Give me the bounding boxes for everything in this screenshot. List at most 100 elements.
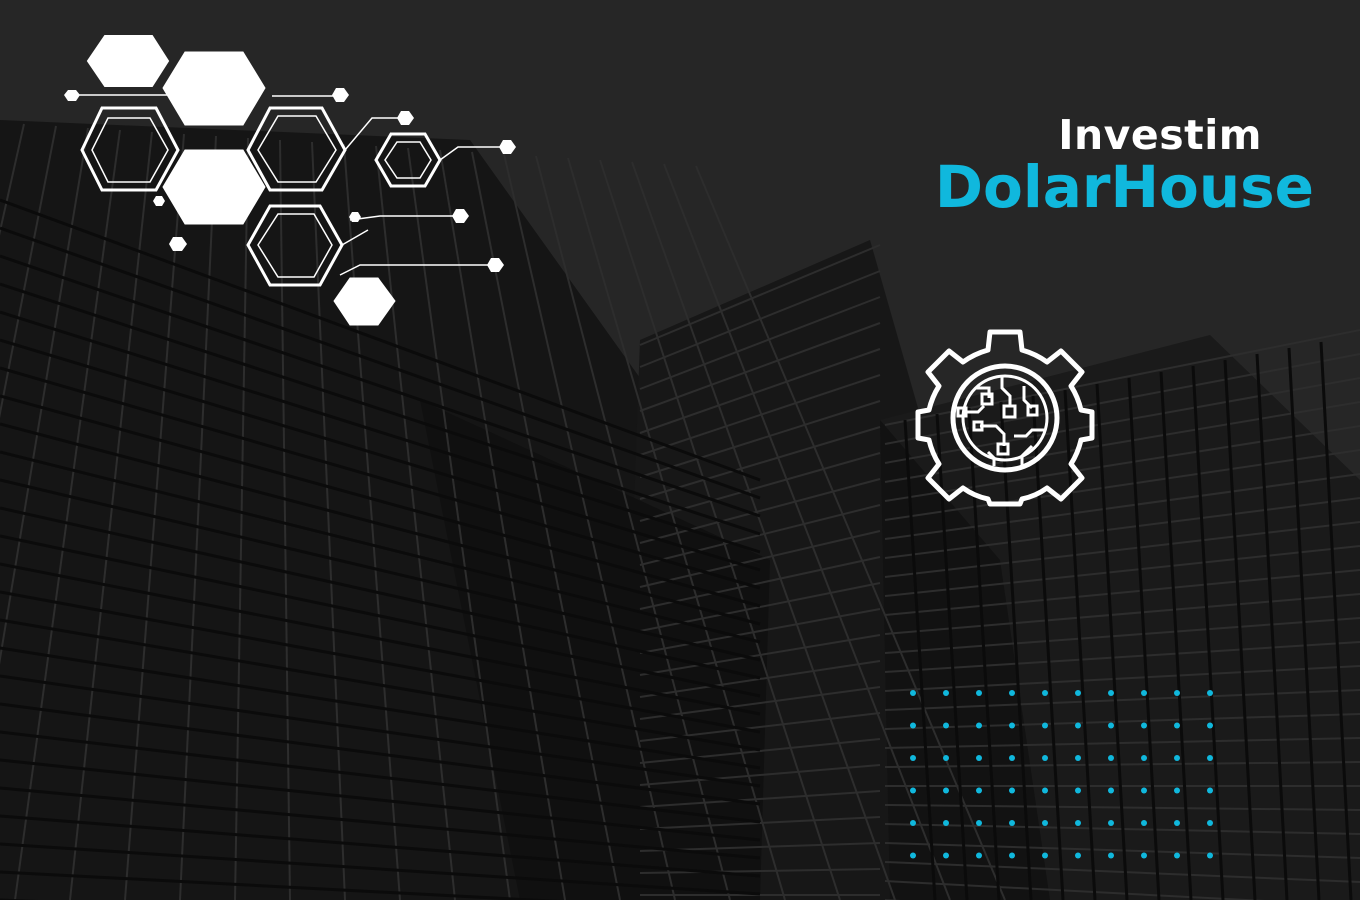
tower-line — [639, 686, 881, 720]
tower-line — [639, 530, 881, 588]
brand-title: Investim DolarHouse — [935, 112, 1314, 216]
dot — [1009, 690, 1015, 696]
facade-line — [14, 129, 121, 900]
right-building-line — [884, 617, 1360, 654]
right-building-line — [884, 521, 1360, 578]
tower-line — [639, 608, 881, 654]
dot — [1108, 755, 1114, 761]
right-building-mullion — [903, 419, 937, 900]
floor-line — [0, 366, 761, 590]
dot — [1207, 820, 1213, 826]
dot — [1207, 787, 1213, 794]
floor-line — [0, 450, 761, 644]
dot — [1009, 755, 1015, 761]
dot — [1141, 820, 1147, 826]
facade-line — [279, 139, 291, 900]
dot — [1141, 690, 1147, 696]
right-building-line — [884, 593, 1360, 635]
dot — [1141, 755, 1147, 761]
floor-line — [0, 702, 761, 806]
floor-line — [0, 338, 761, 572]
tower-line — [639, 868, 881, 874]
tower-line — [639, 556, 881, 610]
right-building-mullion — [1255, 353, 1289, 900]
dot — [976, 690, 982, 696]
tower-line — [639, 816, 881, 830]
dot — [1108, 690, 1114, 696]
tower-line — [639, 374, 881, 456]
floor-line — [0, 590, 761, 734]
dot — [1207, 690, 1213, 696]
dot — [1207, 755, 1213, 761]
right-building-line — [884, 665, 1360, 692]
floor-line — [0, 478, 761, 662]
facade-line — [0, 125, 57, 419]
dot — [1141, 787, 1147, 794]
dot — [1108, 852, 1114, 859]
tower-line — [639, 660, 881, 698]
dot — [1042, 722, 1048, 729]
floor-line — [0, 786, 761, 860]
dot — [1075, 755, 1081, 761]
dot — [1174, 820, 1180, 826]
brand-line2: DolarHouse — [934, 153, 1314, 221]
dot — [1009, 852, 1015, 859]
tower-line — [639, 296, 881, 390]
floor-line — [0, 646, 761, 770]
dot — [1207, 722, 1213, 729]
right-building-line — [884, 737, 1360, 749]
right-building-mullion — [1191, 365, 1225, 900]
dot — [910, 722, 916, 729]
right-building-mullion — [967, 407, 1001, 900]
dot — [1042, 755, 1048, 761]
floor-line — [0, 730, 761, 824]
floor-line — [0, 198, 761, 482]
dot — [1075, 722, 1081, 729]
right-building-mullion — [1031, 395, 1065, 900]
dot — [943, 852, 949, 859]
facade-line — [179, 135, 217, 900]
floor-line — [0, 674, 761, 788]
tower-line — [639, 400, 881, 478]
dot — [910, 852, 916, 859]
facade-line — [599, 159, 841, 900]
tower-line — [639, 348, 881, 434]
facade-line — [375, 145, 456, 900]
floor-line — [0, 814, 761, 878]
dot — [976, 852, 982, 859]
dot — [1108, 820, 1114, 826]
right-building-line — [884, 473, 1360, 540]
dot — [976, 755, 982, 761]
dot — [943, 722, 949, 729]
tower-line — [639, 244, 881, 346]
circuit-gear-icon — [915, 329, 1095, 507]
tower-line — [639, 790, 881, 808]
dot — [1042, 787, 1048, 794]
dot — [1042, 852, 1048, 859]
right-building-line — [884, 569, 1360, 616]
facade-line — [631, 161, 896, 900]
right-building-mullion — [999, 401, 1033, 900]
floor-line — [0, 842, 761, 896]
right-building-mullion — [1223, 359, 1257, 900]
dot — [910, 690, 916, 696]
dot — [1108, 722, 1114, 729]
floor-line — [0, 870, 561, 900]
dot — [1075, 690, 1081, 696]
dot — [1075, 820, 1081, 826]
floor-line — [0, 394, 761, 608]
facade-line — [69, 131, 153, 900]
dot — [1108, 787, 1114, 794]
dot — [943, 820, 949, 826]
tower-line — [639, 478, 881, 544]
floor-line — [0, 310, 761, 554]
dot — [1174, 690, 1180, 696]
right-building-mullion — [1159, 371, 1193, 900]
dot — [1042, 820, 1048, 826]
dot — [943, 787, 949, 794]
floor-line — [0, 758, 761, 842]
facade-line — [234, 137, 249, 900]
right-building-mullion — [1063, 389, 1097, 900]
dot — [976, 787, 982, 794]
